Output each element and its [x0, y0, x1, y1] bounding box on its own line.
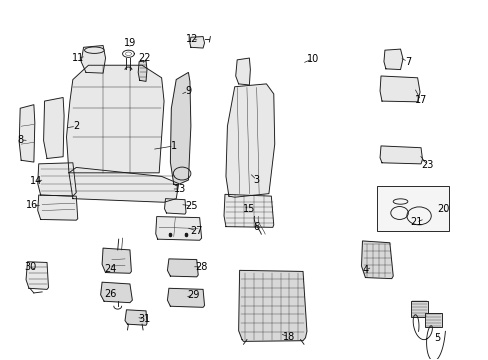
Text: 17: 17	[414, 95, 427, 105]
Polygon shape	[167, 288, 204, 307]
Bar	[376, 186, 448, 231]
Text: 4: 4	[362, 265, 368, 275]
Polygon shape	[38, 195, 78, 220]
Text: 12: 12	[185, 35, 198, 44]
Polygon shape	[361, 241, 392, 279]
Text: 13: 13	[174, 184, 186, 194]
Polygon shape	[38, 163, 76, 196]
Text: 10: 10	[306, 54, 318, 64]
Polygon shape	[238, 270, 306, 341]
Text: 23: 23	[420, 160, 433, 170]
Polygon shape	[43, 98, 64, 158]
Polygon shape	[66, 65, 163, 173]
Text: 22: 22	[138, 53, 150, 63]
Polygon shape	[189, 37, 204, 48]
Text: 29: 29	[187, 290, 199, 300]
Text: 2: 2	[73, 121, 79, 131]
Text: 28: 28	[195, 262, 207, 272]
Polygon shape	[170, 72, 190, 185]
Text: 6: 6	[253, 222, 259, 232]
Text: 31: 31	[138, 314, 150, 324]
Text: 14: 14	[30, 176, 42, 186]
Polygon shape	[235, 58, 250, 85]
Text: 27: 27	[190, 226, 203, 236]
Bar	[424, 313, 441, 327]
Text: 30: 30	[24, 262, 36, 272]
Polygon shape	[138, 61, 147, 81]
Text: 20: 20	[436, 204, 448, 214]
Polygon shape	[167, 259, 198, 277]
Bar	[410, 301, 427, 317]
Text: 26: 26	[104, 289, 116, 299]
Text: 15: 15	[243, 204, 255, 215]
Text: 18: 18	[283, 332, 295, 342]
Polygon shape	[224, 194, 273, 227]
Text: 19: 19	[123, 38, 136, 48]
Text: 9: 9	[185, 86, 191, 96]
Polygon shape	[125, 310, 147, 325]
Ellipse shape	[392, 199, 407, 204]
Text: 5: 5	[433, 333, 439, 343]
Polygon shape	[81, 45, 105, 73]
Polygon shape	[156, 217, 201, 240]
Text: 8: 8	[17, 135, 23, 145]
Polygon shape	[102, 248, 131, 273]
Polygon shape	[26, 262, 48, 289]
Polygon shape	[19, 105, 35, 162]
Text: 25: 25	[185, 201, 198, 211]
Polygon shape	[164, 199, 185, 214]
Text: 16: 16	[26, 200, 39, 210]
Text: 21: 21	[409, 217, 422, 227]
Polygon shape	[69, 167, 178, 202]
Text: 11: 11	[71, 53, 83, 63]
Polygon shape	[379, 146, 422, 164]
Polygon shape	[383, 49, 402, 69]
Polygon shape	[225, 84, 274, 197]
Text: 1: 1	[170, 141, 177, 151]
Text: 24: 24	[104, 264, 116, 274]
Polygon shape	[101, 282, 132, 303]
Text: 3: 3	[253, 175, 259, 185]
Polygon shape	[379, 76, 419, 102]
Text: 7: 7	[404, 57, 410, 67]
Ellipse shape	[84, 47, 104, 53]
